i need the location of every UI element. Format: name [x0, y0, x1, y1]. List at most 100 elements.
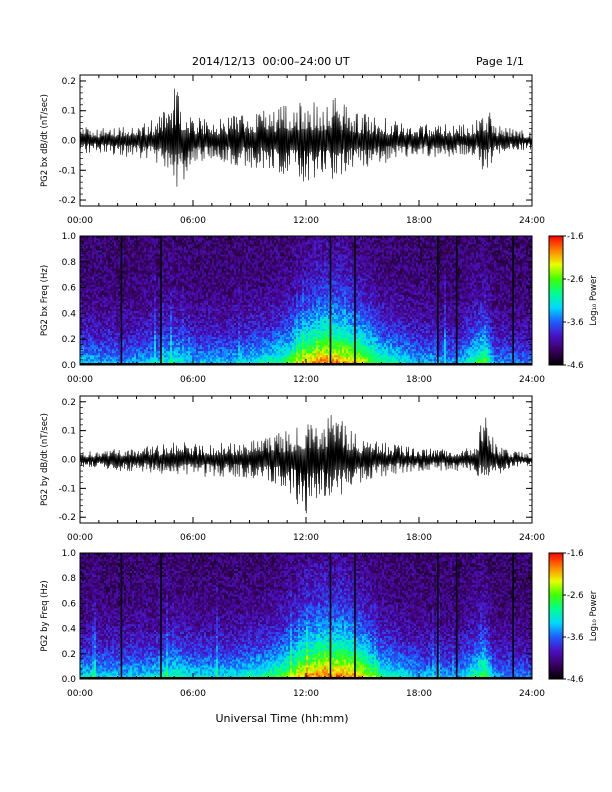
heatmap-cell — [192, 286, 195, 289]
heatmap-cell — [224, 244, 227, 247]
heatmap-cell — [110, 282, 113, 285]
heatmap-cell — [224, 274, 227, 277]
heatmap-cell — [90, 306, 93, 309]
heatmap-cell — [96, 250, 99, 253]
heatmap-cell — [222, 268, 225, 271]
heatmap-cell — [96, 304, 99, 307]
heatmap-cell — [92, 320, 95, 323]
heatmap-cell — [194, 280, 197, 283]
heatmap-cell — [128, 266, 131, 269]
heatmap-cell — [174, 260, 177, 263]
heatmap-cell — [166, 326, 169, 330]
heatmap-cell — [108, 248, 111, 251]
heatmap-cell — [162, 252, 165, 255]
heatmap-cell — [194, 358, 197, 362]
heatmap-cell — [154, 354, 157, 358]
heatmap-cell — [132, 256, 135, 259]
heatmap-cell — [146, 282, 149, 285]
heatmap-cell — [108, 314, 111, 317]
heatmap-cell — [152, 256, 155, 259]
heatmap-cell — [180, 274, 183, 277]
heatmap-cell — [118, 332, 121, 336]
heatmap-cell — [198, 346, 201, 350]
heatmap-cell — [150, 330, 153, 334]
heatmap-cell — [168, 320, 171, 323]
heatmap-cell — [128, 326, 131, 330]
heatmap-cell — [226, 284, 229, 287]
heatmap-cell — [80, 328, 83, 332]
heatmap-cell — [110, 256, 113, 259]
heatmap-cell — [118, 348, 121, 352]
heatmap-cell — [222, 284, 225, 287]
heatmap-cell — [176, 256, 179, 259]
heatmap-cell — [148, 264, 151, 267]
heatmap-cell — [142, 262, 145, 265]
heatmap-cell — [144, 316, 147, 319]
heatmap-cell — [200, 260, 203, 263]
heatmap-cell — [178, 308, 181, 311]
heatmap-cell — [118, 354, 121, 358]
heatmap-cell — [140, 262, 143, 265]
heatmap-cell — [172, 268, 175, 271]
heatmap-cell — [178, 290, 181, 293]
heatmap-cell — [98, 270, 101, 273]
heatmap-cell — [190, 358, 193, 362]
heatmap-cell — [166, 334, 169, 338]
heatmap-cell — [126, 314, 129, 317]
heatmap-cell — [112, 358, 115, 362]
heatmap-cell — [118, 352, 121, 356]
heatmap-cell — [152, 288, 155, 291]
heatmap-cell — [108, 312, 111, 315]
heatmap-cell — [198, 306, 201, 309]
heatmap-cell — [154, 336, 157, 340]
heatmap-cell — [136, 250, 139, 253]
heatmap-cell — [212, 252, 215, 255]
heatmap-cell — [196, 276, 199, 279]
heatmap-cell — [200, 270, 203, 273]
heatmap-cell — [180, 316, 183, 319]
heatmap-cell — [154, 306, 157, 309]
heatmap-cell — [186, 332, 189, 336]
heatmap-cell — [206, 340, 209, 344]
heatmap-cell — [216, 356, 219, 360]
heatmap-cell — [102, 314, 105, 317]
heatmap-cell — [178, 304, 181, 307]
heatmap-cell — [214, 352, 217, 356]
heatmap-cell — [104, 258, 107, 261]
heatmap-cell — [156, 250, 159, 253]
heatmap-cell — [192, 284, 195, 287]
heatmap-cell — [90, 260, 93, 263]
heatmap-cell — [100, 312, 103, 315]
heatmap-cell — [218, 294, 221, 297]
heatmap-cell — [186, 278, 189, 281]
heatmap-cell — [200, 358, 203, 362]
heatmap-cell — [232, 358, 235, 362]
heatmap-cell — [184, 238, 187, 241]
heatmap-cell — [154, 320, 157, 323]
heatmap-cell — [228, 338, 231, 342]
heatmap-cell — [172, 314, 175, 317]
heatmap-cell — [128, 244, 131, 247]
heatmap-cell — [202, 248, 205, 251]
heatmap-cell — [128, 308, 131, 311]
heatmap-cell — [136, 282, 139, 285]
heatmap-cell — [176, 268, 179, 271]
heatmap-cell — [194, 244, 197, 247]
heatmap-cell — [186, 250, 189, 253]
heatmap-cell — [132, 272, 135, 275]
heatmap-cell — [164, 264, 167, 267]
heatmap-cell — [86, 330, 89, 334]
heatmap-cell — [178, 340, 181, 344]
heatmap-cell — [98, 242, 101, 245]
heatmap-cell — [226, 342, 229, 346]
heatmap-cell — [100, 256, 103, 259]
heatmap-cell — [194, 328, 197, 332]
heatmap-cell — [214, 278, 217, 281]
heatmap-cell — [148, 342, 151, 346]
heatmap-cell — [112, 284, 115, 287]
heatmap-cell — [158, 316, 161, 319]
heatmap-cell — [198, 350, 201, 354]
heatmap-cell — [162, 322, 165, 325]
heatmap-cell — [134, 302, 137, 305]
heatmap-cell — [220, 254, 223, 257]
